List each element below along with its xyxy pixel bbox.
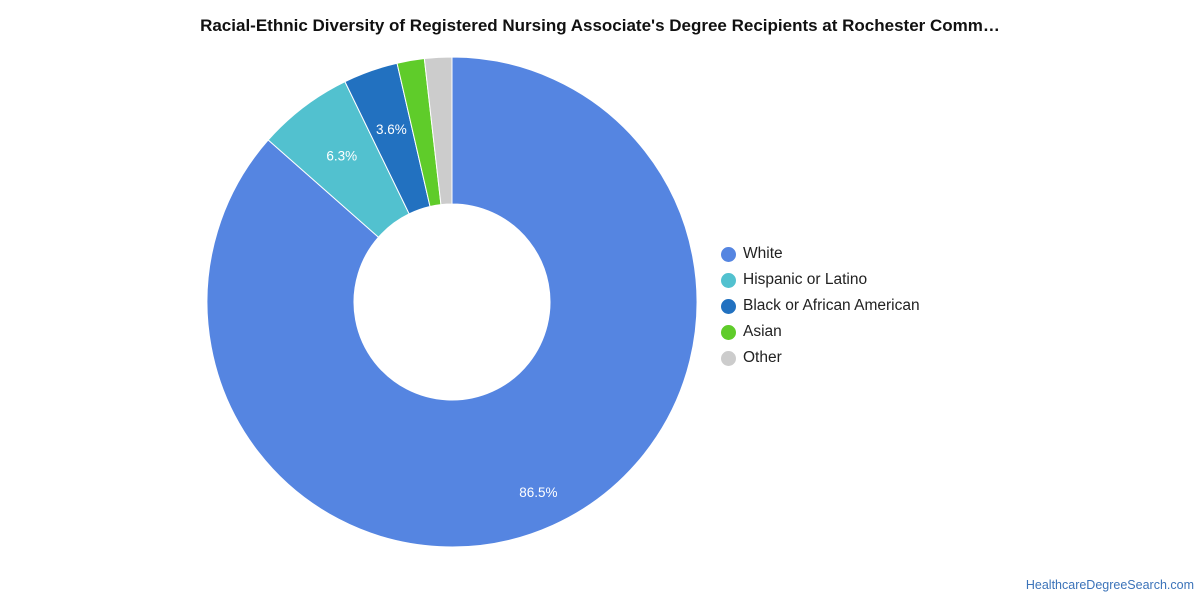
chart-legend: White Hispanic or Latino Black or African … xyxy=(721,241,920,371)
slice-label-white: 86.5% xyxy=(519,485,557,500)
legend-label: Hispanic or Latino xyxy=(743,271,868,288)
donut-slices xyxy=(206,56,698,548)
legend-label: Asian xyxy=(743,323,782,340)
legend-label: Black or African American xyxy=(743,297,920,314)
legend-item-asian[interactable]: Asian xyxy=(721,319,920,345)
legend-swatch xyxy=(721,246,736,262)
legend-label: White xyxy=(743,245,783,262)
legend-item-black-or-african-american[interactable]: Black or African American xyxy=(721,293,920,319)
chart-title: Racial-Ethnic Diversity of Registered Nu… xyxy=(200,16,1000,35)
slice-white[interactable] xyxy=(206,56,698,548)
legend-swatch xyxy=(721,350,736,366)
legend-item-white[interactable]: White xyxy=(721,241,920,267)
legend-item-hispanic-or-latino[interactable]: Hispanic or Latino xyxy=(721,267,920,293)
slice-label-black-or-african-american: 3.6% xyxy=(376,122,407,137)
legend-item-other[interactable]: Other xyxy=(721,345,920,371)
legend-swatch xyxy=(721,324,736,340)
legend-label: Other xyxy=(743,349,782,366)
slice-other[interactable] xyxy=(423,56,453,206)
legend-swatch xyxy=(721,272,736,288)
slice-label-hispanic-or-latino: 6.3% xyxy=(326,149,357,164)
slice-labels: 86.5% 6.3% 3.6% xyxy=(326,122,557,500)
source-link[interactable]: HealthcareDegreeSearch.com xyxy=(1025,578,1194,592)
legend-swatch xyxy=(721,298,736,314)
